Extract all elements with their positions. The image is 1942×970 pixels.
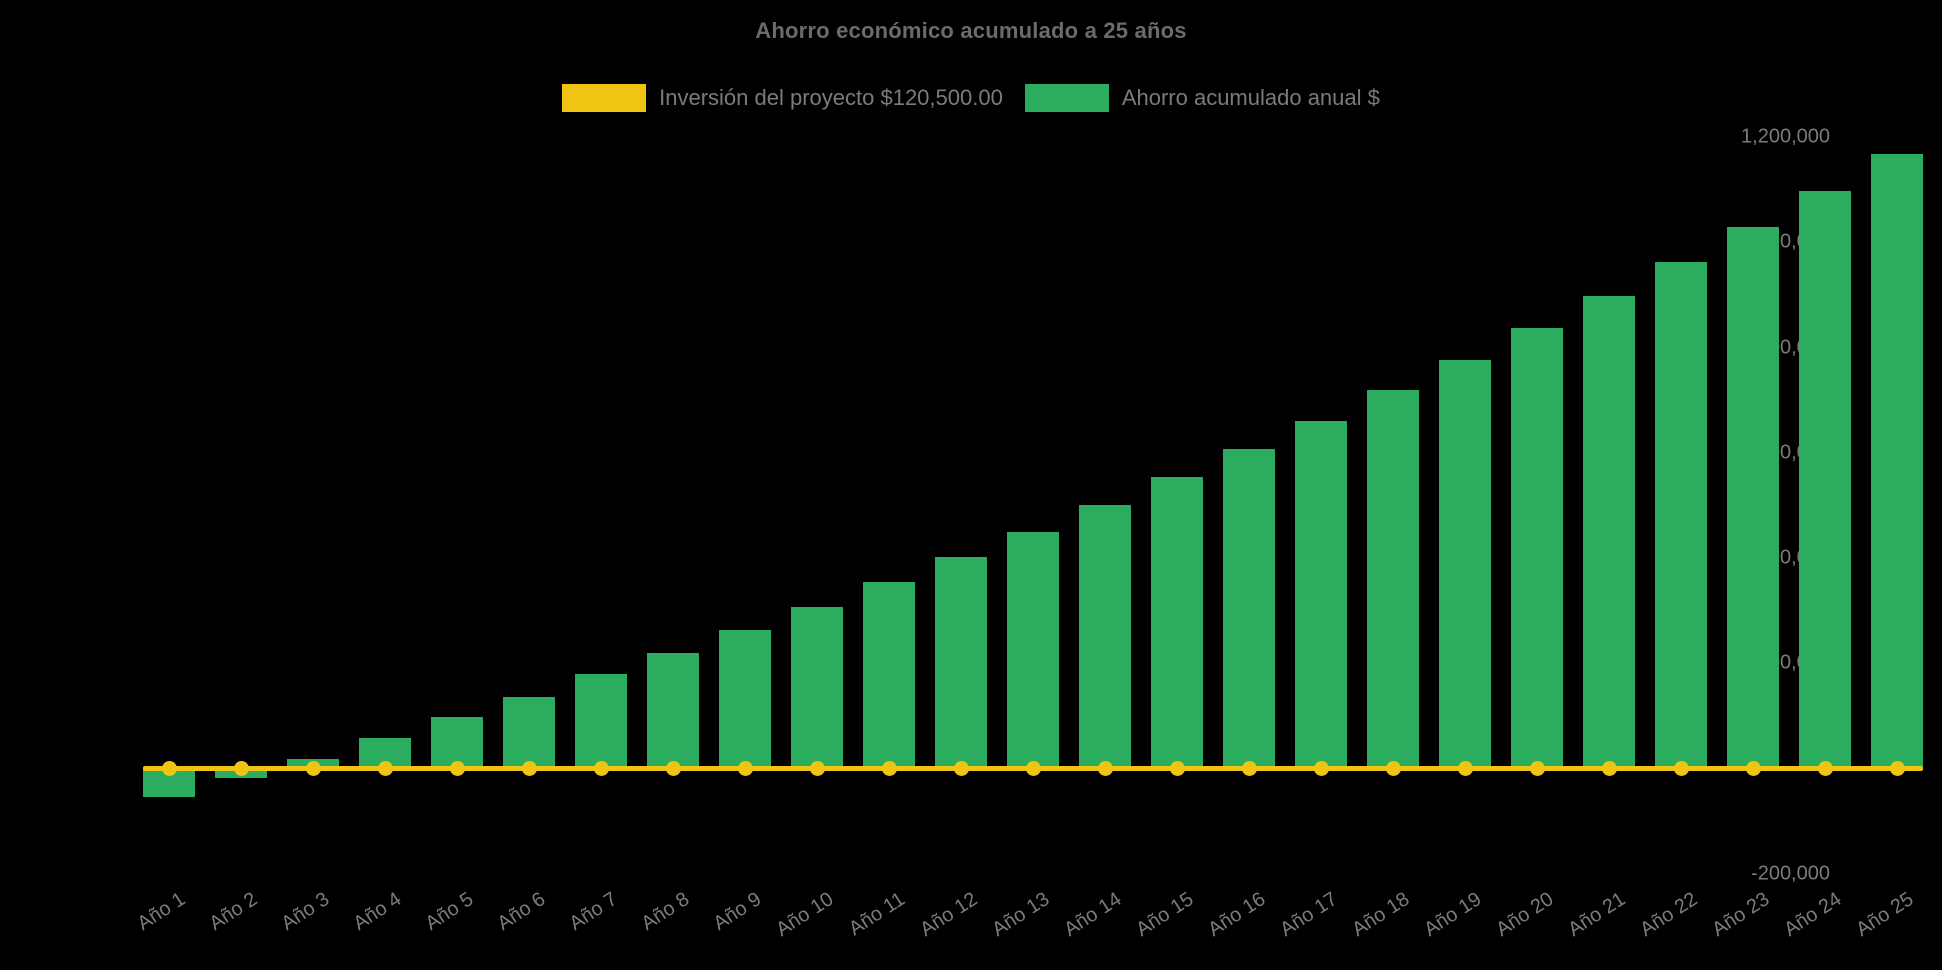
- x-tick-label: Año 14: [1059, 888, 1125, 941]
- investment-line-marker: [1313, 761, 1329, 777]
- investment-line-marker: [305, 761, 321, 777]
- legend-label: Inversión del proyecto $120,500.00: [659, 85, 1003, 110]
- x-tick-label: Año 20: [1491, 888, 1557, 941]
- legend-item-savings: Ahorro acumulado anual $: [1024, 84, 1380, 112]
- bar-ano-17: [1295, 420, 1347, 769]
- x-tick-label: Año 18: [1347, 888, 1413, 941]
- investment-line-marker: [1097, 761, 1113, 777]
- bar-ano-8: [647, 652, 699, 769]
- bar-ano-12: [935, 556, 987, 769]
- investment-line-marker: [1601, 761, 1617, 777]
- investment-line-marker: [1817, 761, 1833, 777]
- investment-line-marker: [1241, 761, 1257, 777]
- investment-line-marker: [593, 761, 609, 777]
- x-tick-label: Año 17: [1275, 888, 1341, 941]
- x-tick-label: Año 16: [1203, 888, 1269, 941]
- y-tick-label: 1,200,000: [1741, 125, 1830, 148]
- bar-ano-24: [1799, 190, 1851, 769]
- investment-line-marker: [953, 761, 969, 777]
- investment-line-marker: [1457, 761, 1473, 777]
- chart-title: Ahorro económico acumulado a 25 años: [755, 18, 1187, 43]
- x-tick-label: Año 2: [205, 888, 261, 935]
- investment-line-marker: [1385, 761, 1401, 777]
- x-tick-label: Año 21: [1563, 888, 1629, 941]
- x-tick-label: Año 23: [1707, 888, 1773, 941]
- savings-legend-swatch: [1024, 84, 1109, 112]
- investment-legend-swatch: [562, 84, 647, 112]
- bar-ano-21: [1583, 295, 1635, 769]
- bar-ano-14: [1079, 504, 1131, 769]
- investment-line-marker: [881, 761, 897, 777]
- x-tick-label: Año 19: [1419, 888, 1485, 941]
- x-tick-label: Año 1: [133, 888, 189, 935]
- investment-line-marker: [1745, 761, 1761, 777]
- legend-label: Ahorro acumulado anual $: [1121, 85, 1380, 110]
- x-tick-label: Año 24: [1779, 888, 1845, 941]
- x-tick-label: Año 12: [915, 888, 981, 941]
- bar-ano-25: [1871, 153, 1923, 769]
- x-tick-label: Año 3: [277, 888, 333, 935]
- bar-ano-13: [1007, 531, 1059, 769]
- bar-ano-23: [1727, 227, 1779, 769]
- x-tick-label: Año 15: [1131, 888, 1197, 941]
- bar-ano-20: [1511, 327, 1563, 769]
- bar-ano-19: [1439, 359, 1491, 769]
- investment-line-marker: [521, 761, 537, 777]
- bar-ano-10: [791, 606, 843, 769]
- bar-ano-22: [1655, 261, 1707, 769]
- bar-ano-5: [431, 717, 483, 769]
- investment-line-marker: [1169, 761, 1185, 777]
- y-tick-label: -200,000: [1751, 862, 1830, 885]
- x-tick-label: Año 8: [637, 888, 693, 935]
- x-tick-label: Año 5: [421, 888, 477, 935]
- bar-ano-16: [1223, 448, 1275, 769]
- x-tick-label: Año 9: [709, 888, 765, 935]
- x-tick-label: Año 6: [493, 888, 549, 935]
- investment-line-marker: [1889, 761, 1905, 777]
- x-tick-label: Año 11: [845, 888, 909, 941]
- bar-ano-11: [863, 581, 915, 769]
- x-tick-label: Año 7: [565, 888, 621, 935]
- bar-ano-6: [503, 696, 555, 769]
- bar-ano-9: [719, 629, 771, 769]
- x-tick-label: Año 10: [771, 888, 837, 941]
- investment-line-marker: [377, 761, 393, 777]
- x-tick-label: Año 25: [1851, 888, 1917, 941]
- investment-line-marker: [161, 761, 177, 777]
- bar-ano-7: [575, 674, 627, 769]
- bar-ano-15: [1151, 476, 1203, 769]
- investment-line-marker: [737, 761, 753, 777]
- investment-line-marker: [1025, 761, 1041, 777]
- investment-line-marker: [1673, 761, 1689, 777]
- legend: Inversión del proyecto $120,500.00 Ahorro…: [0, 84, 1942, 112]
- x-tick-label: Año 13: [987, 888, 1053, 941]
- investment-line-marker: [449, 761, 465, 777]
- investment-line-marker: [1529, 761, 1545, 777]
- x-tick-label: Año 22: [1635, 888, 1701, 941]
- investment-line-marker: [665, 761, 681, 777]
- investment-line-marker: [809, 761, 825, 777]
- bar-ano-18: [1367, 389, 1419, 769]
- x-tick-label: Año 4: [349, 888, 405, 935]
- legend-item-investment: Inversión del proyecto $120,500.00: [562, 84, 1003, 112]
- investment-line-marker: [233, 761, 249, 777]
